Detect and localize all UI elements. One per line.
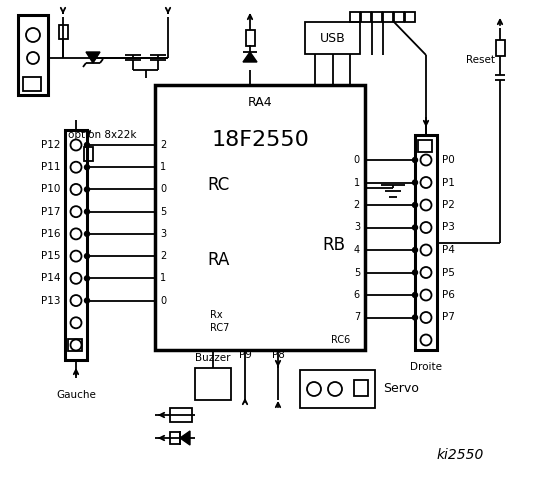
Bar <box>195 368 231 400</box>
Circle shape <box>85 187 90 192</box>
Text: P14: P14 <box>40 273 60 283</box>
Circle shape <box>85 231 90 236</box>
Text: 3: 3 <box>354 223 360 232</box>
Text: 1: 1 <box>160 273 166 283</box>
Text: 1: 1 <box>160 162 166 172</box>
Text: 5: 5 <box>160 207 166 216</box>
Polygon shape <box>180 431 190 445</box>
Text: option 8x22k: option 8x22k <box>68 130 137 140</box>
Text: 1: 1 <box>354 178 360 188</box>
Text: 0: 0 <box>354 155 360 165</box>
Text: 2: 2 <box>160 140 166 150</box>
Text: 0: 0 <box>160 296 166 306</box>
Text: ki2550: ki2550 <box>436 448 484 462</box>
Bar <box>170 408 192 422</box>
Circle shape <box>413 180 418 185</box>
Text: P16: P16 <box>40 229 60 239</box>
Bar <box>84 147 92 161</box>
Bar <box>394 12 404 22</box>
Bar <box>246 30 254 46</box>
Bar <box>155 85 365 350</box>
Text: P8: P8 <box>272 350 284 360</box>
Text: RC6: RC6 <box>331 335 350 345</box>
Bar <box>418 140 432 152</box>
Circle shape <box>413 270 418 275</box>
Polygon shape <box>86 52 100 63</box>
Bar <box>383 12 393 22</box>
Circle shape <box>85 209 90 214</box>
Text: Buzzer: Buzzer <box>195 353 231 363</box>
Text: P6: P6 <box>442 290 455 300</box>
Circle shape <box>413 157 418 163</box>
Circle shape <box>85 276 90 281</box>
Text: RA: RA <box>207 251 229 269</box>
Bar <box>305 22 360 54</box>
Text: Gauche: Gauche <box>56 390 96 400</box>
Bar <box>350 12 360 22</box>
Bar <box>65 130 87 360</box>
Bar <box>59 25 67 39</box>
Text: 2: 2 <box>160 251 166 261</box>
Polygon shape <box>243 52 257 62</box>
Text: P4: P4 <box>442 245 455 255</box>
Text: P1: P1 <box>442 178 455 188</box>
Text: P0: P0 <box>442 155 455 165</box>
Text: P12: P12 <box>40 140 60 150</box>
Bar <box>415 135 437 350</box>
Text: 0: 0 <box>160 184 166 194</box>
Text: P3: P3 <box>442 223 455 232</box>
Text: P2: P2 <box>442 200 455 210</box>
Text: P13: P13 <box>40 296 60 306</box>
Text: P5: P5 <box>442 267 455 277</box>
Bar <box>495 40 504 56</box>
Circle shape <box>413 292 418 298</box>
Text: P9: P9 <box>238 350 252 360</box>
Bar <box>354 380 368 396</box>
Bar <box>300 370 375 408</box>
Circle shape <box>413 203 418 207</box>
Text: P17: P17 <box>40 207 60 216</box>
Text: 4: 4 <box>354 245 360 255</box>
Text: USB: USB <box>320 32 346 45</box>
Bar <box>405 12 415 22</box>
Text: 2: 2 <box>354 200 360 210</box>
Circle shape <box>85 253 90 259</box>
Text: 3: 3 <box>160 229 166 239</box>
Circle shape <box>85 165 90 170</box>
Text: 18F2550: 18F2550 <box>211 130 309 150</box>
Circle shape <box>413 225 418 230</box>
Bar <box>372 12 382 22</box>
Text: 5: 5 <box>354 267 360 277</box>
Text: Reset: Reset <box>466 55 495 65</box>
Text: Droite: Droite <box>410 362 442 372</box>
Text: RB: RB <box>322 236 345 254</box>
Text: Rx: Rx <box>210 310 223 320</box>
Text: RC7: RC7 <box>210 323 229 333</box>
Text: P7: P7 <box>442 312 455 323</box>
Bar <box>170 432 180 444</box>
Circle shape <box>85 298 90 303</box>
Text: P15: P15 <box>40 251 60 261</box>
Circle shape <box>85 143 90 147</box>
Bar <box>18 15 48 95</box>
Bar <box>23 77 41 91</box>
Text: RC: RC <box>207 176 229 194</box>
Text: Servo: Servo <box>383 383 419 396</box>
Text: RA4: RA4 <box>248 96 272 109</box>
Bar <box>361 12 371 22</box>
Circle shape <box>413 248 418 252</box>
Text: 7: 7 <box>354 312 360 323</box>
Circle shape <box>413 315 418 320</box>
Bar <box>68 339 82 351</box>
Text: P11: P11 <box>40 162 60 172</box>
Text: P10: P10 <box>40 184 60 194</box>
Text: 6: 6 <box>354 290 360 300</box>
